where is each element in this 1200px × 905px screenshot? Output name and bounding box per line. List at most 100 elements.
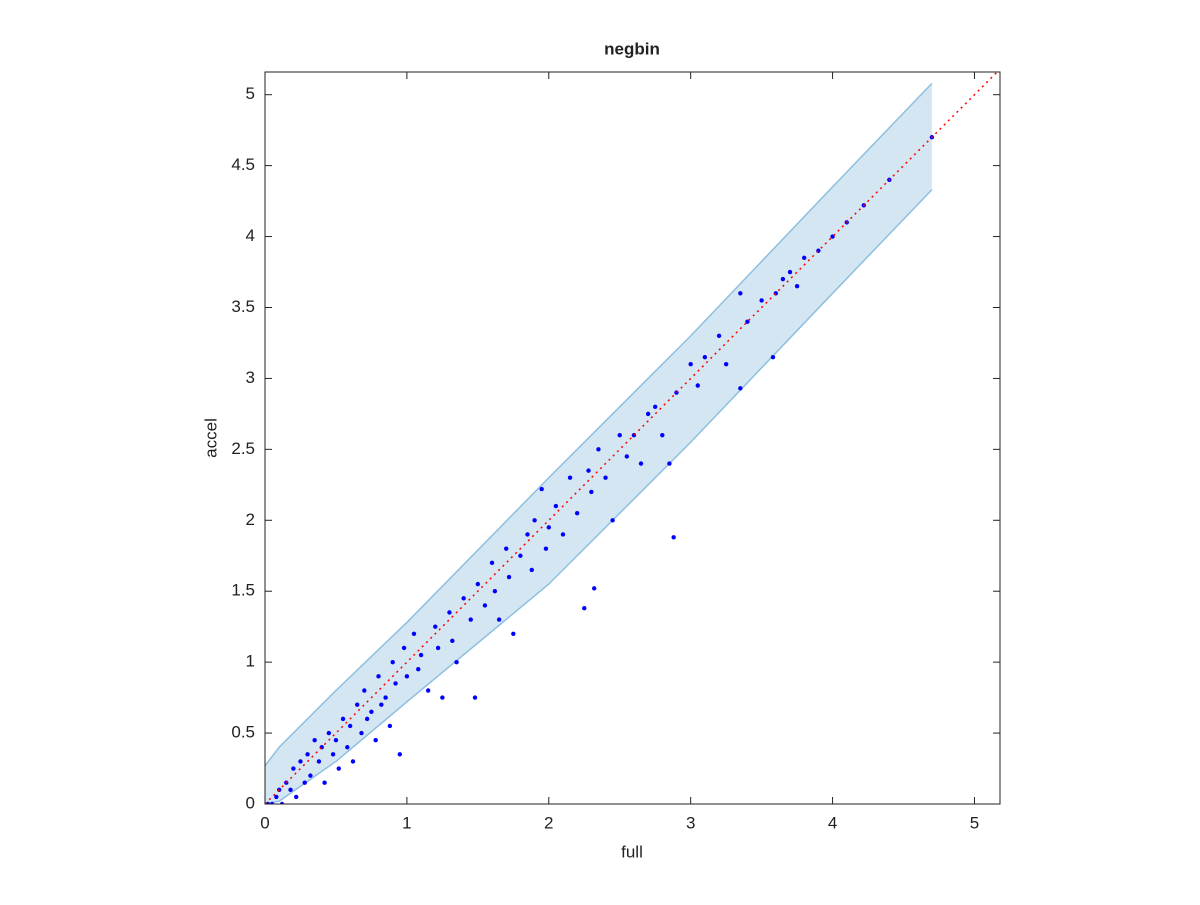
point	[496, 617, 502, 622]
point	[298, 759, 303, 764]
y-tick-label: 2.5	[231, 439, 255, 458]
point	[504, 546, 509, 551]
point	[518, 553, 523, 558]
point	[308, 773, 313, 778]
point	[582, 606, 587, 611]
point	[574, 510, 580, 516]
point	[472, 695, 478, 700]
point	[269, 801, 275, 804]
point	[350, 759, 356, 764]
point	[660, 432, 665, 438]
point	[359, 730, 364, 736]
y-tick-label: 3	[246, 368, 255, 387]
point	[716, 333, 722, 339]
point	[447, 610, 452, 615]
point	[390, 659, 395, 665]
band-lower-edge	[265, 189, 933, 804]
point	[376, 674, 381, 679]
point	[738, 386, 743, 391]
point	[416, 667, 421, 672]
point	[787, 269, 793, 275]
point	[274, 794, 279, 800]
point	[638, 461, 644, 466]
x-tick-label: 5	[970, 813, 979, 832]
point	[511, 631, 516, 636]
point	[411, 631, 417, 636]
point	[560, 532, 566, 537]
point	[591, 586, 597, 591]
x-tick-label: 3	[686, 813, 695, 832]
point	[586, 468, 591, 473]
point	[450, 638, 455, 644]
point	[553, 503, 559, 509]
point	[529, 567, 534, 573]
point	[276, 787, 282, 793]
point	[383, 695, 388, 700]
point	[801, 255, 807, 261]
point	[435, 645, 441, 651]
band-upper-edge	[265, 82, 933, 767]
point	[489, 560, 495, 566]
point	[653, 404, 658, 409]
point	[355, 702, 360, 707]
point	[695, 383, 700, 388]
point	[336, 766, 341, 771]
point	[645, 411, 651, 417]
point	[468, 617, 473, 622]
point	[546, 525, 551, 530]
point	[674, 390, 679, 395]
point	[745, 319, 750, 324]
y-tick-label: 4	[246, 226, 255, 245]
y-tick-label: 1	[246, 652, 255, 671]
y-tick-label: 4.5	[231, 155, 255, 174]
point	[454, 659, 459, 665]
point	[316, 759, 322, 764]
y-axis-label: accel	[201, 418, 220, 458]
point	[401, 645, 407, 651]
point	[393, 681, 398, 686]
point	[418, 652, 424, 658]
y-tick-label: 0.5	[231, 723, 255, 742]
point	[543, 546, 549, 551]
point	[379, 702, 384, 707]
point	[440, 695, 445, 700]
point	[589, 489, 594, 495]
point	[404, 674, 410, 679]
point	[265, 801, 271, 804]
point	[702, 354, 708, 360]
point	[475, 581, 481, 587]
point	[362, 688, 367, 693]
y-tick-label: 2	[246, 510, 255, 529]
point	[723, 362, 729, 367]
point	[525, 532, 530, 537]
y-tick-label: 5	[246, 84, 255, 103]
point	[387, 723, 393, 729]
x-axis-label: full	[621, 842, 643, 861]
point	[302, 780, 307, 785]
point	[347, 723, 353, 729]
y-tick-label: 1.5	[231, 581, 255, 600]
point	[425, 688, 431, 693]
point	[291, 766, 296, 771]
axes-box	[264, 71, 1001, 805]
point	[369, 709, 374, 714]
point	[671, 535, 676, 540]
point	[326, 730, 332, 736]
point	[667, 461, 672, 466]
x-tick-label: 0	[260, 813, 269, 832]
point	[506, 574, 512, 580]
point	[482, 603, 488, 608]
point	[333, 737, 339, 743]
point	[397, 752, 402, 757]
point	[617, 432, 622, 438]
point	[794, 284, 800, 289]
point	[322, 780, 327, 785]
point	[345, 745, 350, 750]
point	[433, 624, 438, 629]
point	[688, 362, 693, 367]
x-tick-label: 4	[828, 813, 837, 832]
point	[312, 737, 317, 743]
point	[780, 276, 786, 282]
point	[738, 291, 743, 296]
